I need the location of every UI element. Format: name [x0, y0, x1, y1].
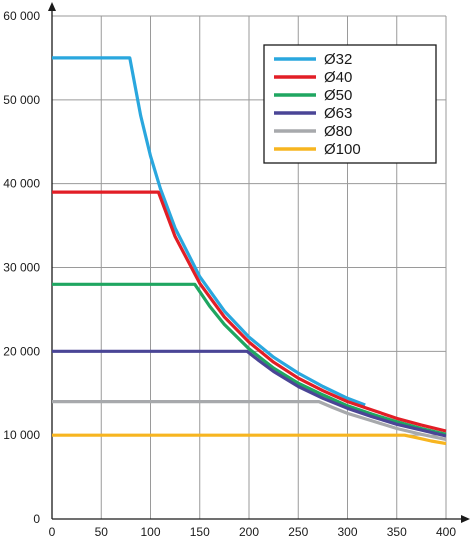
x-tick-label: 350 [387, 525, 407, 539]
legend-box [263, 44, 437, 164]
legend-label: Ø32 [324, 51, 352, 68]
x-tick-label: 300 [337, 525, 357, 539]
x-axis-arrow-icon [461, 515, 470, 523]
series-line-0 [52, 56, 366, 407]
y-tick-label: 40 000 [3, 177, 40, 191]
series-line-3 [52, 349, 447, 438]
legend-label: Ø100 [324, 141, 361, 158]
y-axis-arrow-icon [48, 2, 56, 11]
x-tick-label: 0 [49, 525, 56, 539]
y-tick-label: 0 [33, 512, 40, 526]
y-tick-label: 20 000 [3, 344, 40, 358]
y-tick-label: 60 000 [3, 9, 40, 23]
x-tick-label: 400 [436, 525, 456, 539]
series-line-4 [52, 400, 447, 441]
x-tick-label: 100 [140, 525, 160, 539]
y-tick-label: 50 000 [3, 93, 40, 107]
series-line-1 [52, 190, 447, 433]
y-axis-ticks: 0 10 000 20 000 30 000 40 000 50 000 60 000 [3, 9, 40, 526]
x-tick-label: 200 [239, 525, 259, 539]
series-line-5 [52, 433, 447, 446]
x-tick-label: 150 [190, 525, 210, 539]
y-tick-label: 10 000 [3, 428, 40, 442]
legend-label: Ø80 [324, 123, 352, 140]
legend-label: Ø40 [324, 69, 352, 86]
legend-label: Ø50 [324, 87, 352, 104]
x-tick-label: 50 [95, 525, 109, 539]
x-axis-ticks: 0 50 100 150 200 250 300 350 400 [49, 525, 457, 539]
x-tick-label: 250 [288, 525, 308, 539]
series [52, 56, 447, 446]
y-tick-label: 30 000 [3, 261, 40, 275]
legend-label: Ø63 [324, 105, 352, 122]
series-line-2 [52, 282, 447, 436]
